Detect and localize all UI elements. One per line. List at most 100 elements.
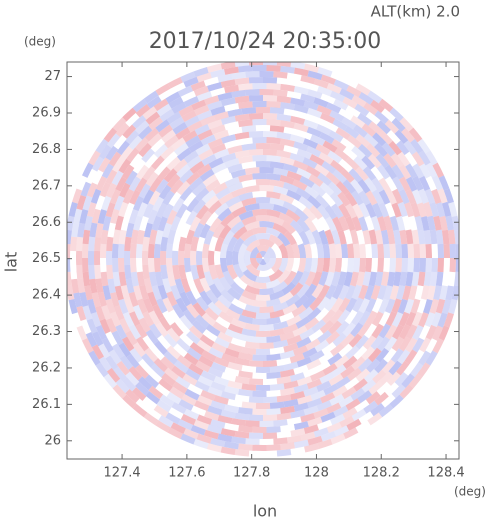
field-texture (229, 251, 230, 265)
field-texture (301, 96, 314, 100)
field-texture (270, 386, 284, 388)
y-axis-label: lat (2, 252, 21, 273)
field-texture (446, 244, 447, 258)
field-texture (258, 267, 268, 268)
field-texture (270, 128, 284, 130)
field-texture (259, 242, 273, 245)
field-texture (103, 244, 104, 258)
field-texture (280, 123, 294, 126)
field-texture (239, 195, 252, 199)
field-texture (274, 189, 288, 193)
field-texture (67, 230, 68, 244)
field-texture (374, 244, 375, 258)
field-texture (380, 258, 381, 272)
field-texture (280, 160, 294, 163)
field-texture (261, 254, 265, 255)
field-texture (384, 272, 386, 286)
field-texture (294, 126, 307, 130)
field-texture (266, 176, 280, 178)
field-texture (92, 223, 94, 237)
field-texture (371, 230, 374, 244)
field-texture (239, 336, 253, 339)
field-texture (452, 258, 453, 272)
field-texture (267, 447, 281, 448)
field-texture (270, 164, 284, 166)
field-texture (145, 237, 147, 251)
field-texture (131, 293, 135, 306)
field-texture (208, 408, 221, 412)
field-texture (256, 297, 270, 298)
y-tick-label: 26.5 (32, 251, 61, 266)
field-texture (451, 300, 454, 314)
field-texture (270, 404, 284, 405)
field-texture (147, 224, 150, 238)
field-texture (265, 258, 267, 261)
field-texture (263, 80, 277, 81)
field-texture (136, 286, 140, 300)
field-texture (71, 203, 74, 217)
field-texture (308, 73, 322, 77)
field-texture (211, 422, 225, 426)
field-texture (121, 258, 122, 272)
field-texture (280, 141, 294, 144)
field-texture (249, 80, 263, 81)
field-texture (291, 137, 304, 141)
field-texture (277, 379, 291, 381)
field-texture (215, 398, 229, 402)
field-texture (267, 429, 281, 430)
field-texture (109, 265, 110, 279)
field-texture (211, 237, 215, 251)
field-texture (236, 153, 250, 156)
field-texture (378, 272, 380, 286)
field-texture (455, 286, 457, 300)
field-texture (235, 379, 249, 381)
field-texture (267, 104, 281, 105)
field-texture (129, 223, 132, 237)
field-texture (410, 258, 411, 272)
field-texture (140, 230, 142, 244)
field-texture (249, 98, 263, 99)
field-texture (402, 230, 404, 244)
field-texture (113, 293, 117, 306)
field-texture (145, 265, 147, 279)
field-texture (273, 92, 287, 93)
field-texture (225, 370, 238, 374)
field-texture (305, 85, 318, 89)
field-texture (294, 258, 297, 272)
y-tick-label: 26.7 (32, 178, 61, 193)
field-texture (384, 230, 386, 244)
field-texture (97, 237, 98, 251)
field-texture (73, 265, 74, 279)
field-texture (256, 218, 270, 219)
field-texture (253, 158, 267, 159)
field-texture (211, 403, 224, 407)
field-texture (249, 381, 263, 382)
field-texture (457, 272, 458, 286)
field-texture (267, 122, 281, 123)
field-texture (118, 286, 121, 300)
field-texture (421, 230, 423, 244)
field-texture (85, 306, 89, 319)
field-texture (266, 320, 280, 322)
field-texture (281, 445, 295, 447)
field-texture (430, 216, 433, 230)
field-texture (396, 272, 398, 286)
field-texture (368, 244, 369, 258)
field-texture (263, 381, 277, 382)
field-texture (457, 230, 458, 244)
field-texture (222, 137, 235, 141)
field-texture (291, 450, 305, 452)
field-texture (76, 209, 79, 223)
field-texture (408, 230, 410, 244)
y-tick-label: 26.1 (32, 397, 61, 412)
field-texture (253, 339, 267, 340)
field-texture (208, 103, 221, 107)
field-texture (291, 100, 305, 103)
field-texture (95, 293, 98, 307)
field-texture (411, 286, 414, 300)
field-texture (103, 258, 104, 272)
field-texture (365, 231, 368, 245)
field-texture (85, 244, 86, 258)
field-texture (79, 196, 83, 209)
field-texture (232, 439, 246, 441)
